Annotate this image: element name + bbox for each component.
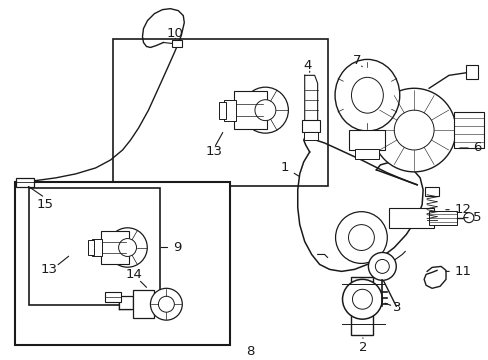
Bar	[428, 211, 456, 225]
Circle shape	[342, 279, 382, 319]
Text: 7: 7	[352, 54, 361, 67]
Bar	[465, 66, 477, 79]
Circle shape	[463, 213, 473, 222]
Bar	[172, 40, 182, 48]
Text: 11: 11	[454, 265, 471, 278]
Bar	[92, 239, 102, 256]
Polygon shape	[304, 75, 317, 127]
Text: 12: 12	[454, 203, 471, 216]
Bar	[29, 188, 160, 305]
Circle shape	[108, 228, 147, 267]
Text: 5: 5	[472, 211, 480, 224]
Bar	[355, 149, 379, 159]
Text: 8: 8	[245, 345, 254, 357]
Bar	[349, 130, 385, 150]
Text: 4: 4	[303, 59, 311, 72]
Text: 3: 3	[392, 301, 401, 314]
Bar	[223, 100, 236, 121]
Text: 14: 14	[125, 268, 142, 281]
Text: 10: 10	[166, 27, 183, 40]
Circle shape	[352, 289, 372, 309]
Bar	[88, 240, 93, 255]
Bar	[15, 182, 229, 345]
Circle shape	[150, 288, 182, 320]
Bar	[424, 187, 438, 196]
Text: 1: 1	[280, 161, 288, 174]
Text: 6: 6	[472, 141, 480, 154]
Text: 13: 13	[205, 145, 222, 158]
Bar	[16, 178, 34, 187]
Bar	[112, 39, 327, 186]
Circle shape	[119, 239, 136, 256]
Bar	[351, 277, 373, 335]
Text: 2: 2	[359, 341, 367, 354]
Circle shape	[254, 100, 275, 121]
Bar	[303, 132, 317, 140]
Bar	[104, 292, 121, 302]
Bar	[101, 231, 129, 264]
Circle shape	[242, 87, 288, 133]
Circle shape	[375, 260, 388, 273]
Circle shape	[158, 296, 174, 312]
Circle shape	[367, 252, 395, 280]
Bar	[219, 102, 225, 118]
Text: 9: 9	[173, 241, 182, 254]
Circle shape	[393, 110, 433, 150]
Text: 13: 13	[41, 263, 57, 276]
Bar	[453, 112, 483, 148]
Circle shape	[335, 212, 386, 264]
Bar	[388, 208, 433, 228]
Bar	[132, 290, 154, 318]
Circle shape	[372, 88, 455, 172]
Ellipse shape	[351, 77, 383, 113]
Bar	[119, 296, 132, 309]
Circle shape	[348, 225, 374, 251]
Text: 15: 15	[37, 198, 53, 211]
Bar	[234, 91, 267, 129]
Bar	[301, 120, 319, 132]
Ellipse shape	[334, 59, 399, 131]
